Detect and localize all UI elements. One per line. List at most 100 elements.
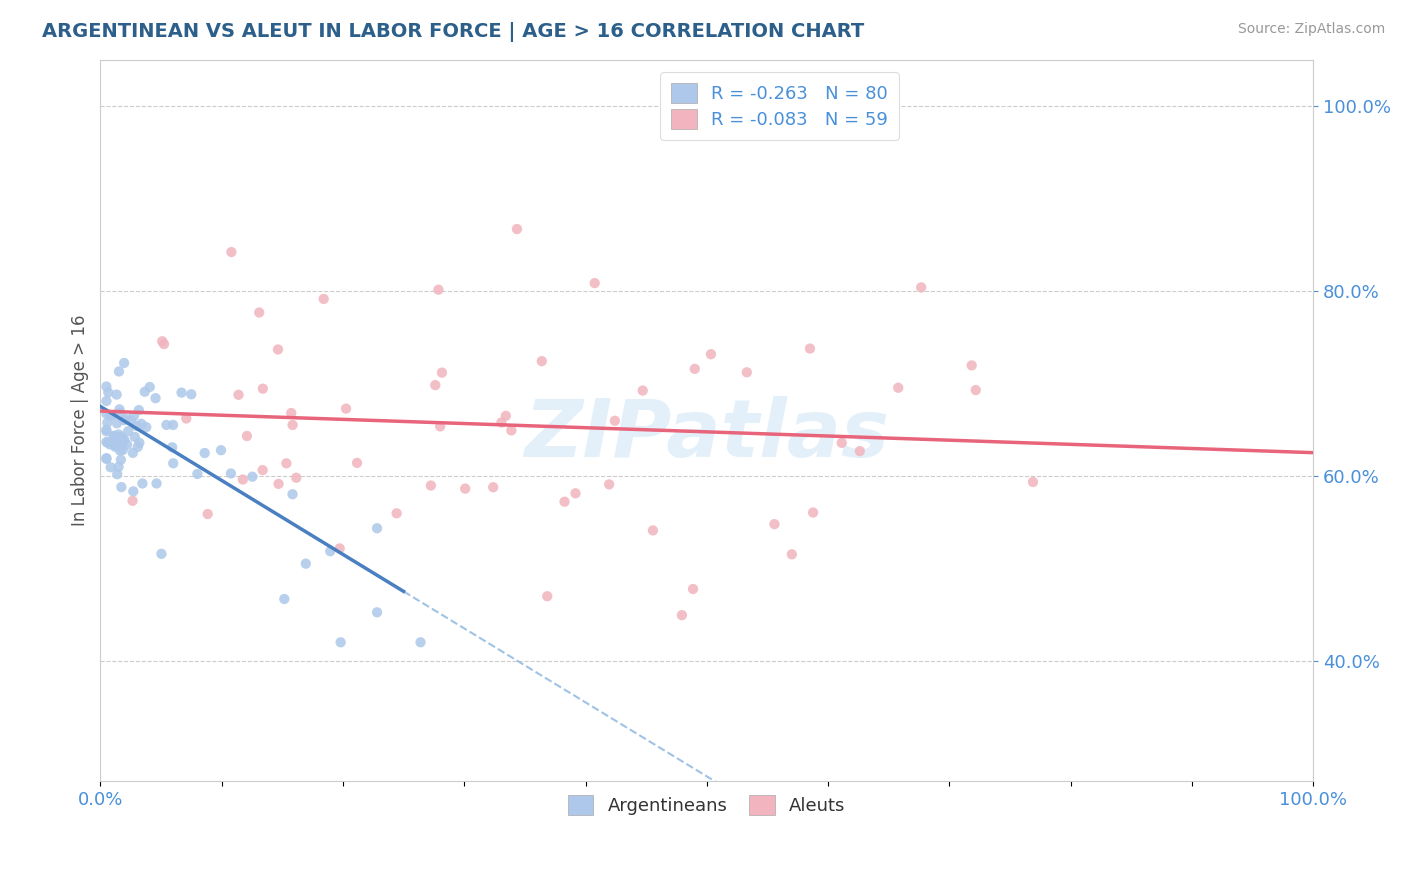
Point xyxy=(135,420,157,434)
Point xyxy=(506,222,529,236)
Point xyxy=(682,582,704,596)
Point xyxy=(108,443,131,458)
Point xyxy=(115,437,138,451)
Point xyxy=(117,424,139,438)
Point xyxy=(236,429,259,443)
Point xyxy=(150,334,173,349)
Point xyxy=(491,416,513,430)
Point xyxy=(134,384,156,399)
Point xyxy=(385,506,408,520)
Point xyxy=(801,506,824,520)
Point xyxy=(150,547,173,561)
Point xyxy=(108,406,131,420)
Point xyxy=(735,365,758,379)
Point xyxy=(114,433,136,447)
Point xyxy=(631,384,654,398)
Point xyxy=(194,446,217,460)
Point xyxy=(98,437,121,451)
Point xyxy=(103,429,125,443)
Point xyxy=(221,245,243,260)
Point xyxy=(110,430,132,444)
Point xyxy=(103,433,125,447)
Point xyxy=(831,435,853,450)
Point xyxy=(160,440,183,454)
Point xyxy=(598,477,620,491)
Point xyxy=(180,387,202,401)
Point xyxy=(145,476,167,491)
Point xyxy=(96,451,118,466)
Point xyxy=(1022,475,1045,489)
Point xyxy=(419,478,441,492)
Point xyxy=(104,438,127,452)
Point xyxy=(174,411,197,425)
Point xyxy=(115,412,138,426)
Point xyxy=(530,354,553,368)
Point xyxy=(96,394,118,409)
Point xyxy=(273,592,295,607)
Point xyxy=(162,417,184,432)
Point xyxy=(112,356,135,370)
Point xyxy=(96,379,118,393)
Point xyxy=(247,305,270,319)
Point xyxy=(495,409,517,423)
Point xyxy=(329,541,352,556)
Point xyxy=(281,417,304,432)
Point xyxy=(409,635,432,649)
Point xyxy=(186,467,208,481)
Point xyxy=(105,417,128,431)
Point xyxy=(131,476,153,491)
Point xyxy=(103,428,125,442)
Point xyxy=(128,435,150,450)
Point xyxy=(125,418,148,433)
Point xyxy=(103,435,125,450)
Point xyxy=(366,605,388,619)
Point xyxy=(335,401,357,416)
Point xyxy=(104,440,127,454)
Point xyxy=(101,409,124,423)
Point xyxy=(108,364,131,378)
Point xyxy=(112,413,135,427)
Point xyxy=(366,521,388,535)
Text: ARGENTINEAN VS ALEUT IN LABOR FORCE | AGE > 16 CORRELATION CHART: ARGENTINEAN VS ALEUT IN LABOR FORCE | AG… xyxy=(42,22,865,42)
Point xyxy=(96,407,118,421)
Point xyxy=(98,409,121,423)
Point xyxy=(105,387,128,401)
Point xyxy=(131,417,153,431)
Point xyxy=(232,473,254,487)
Point xyxy=(683,362,706,376)
Point xyxy=(280,406,302,420)
Point xyxy=(97,385,120,400)
Point xyxy=(124,430,146,444)
Point xyxy=(110,480,132,494)
Point xyxy=(763,517,786,532)
Point xyxy=(285,471,308,485)
Point xyxy=(536,589,558,603)
Point xyxy=(107,427,129,442)
Point xyxy=(170,385,193,400)
Point xyxy=(121,446,143,460)
Point xyxy=(228,388,250,402)
Point xyxy=(111,435,134,450)
Point xyxy=(110,452,132,467)
Point xyxy=(267,476,290,491)
Point xyxy=(111,442,134,457)
Point xyxy=(105,467,128,482)
Point xyxy=(100,460,122,475)
Point xyxy=(564,486,586,500)
Point xyxy=(96,423,118,437)
Point xyxy=(197,507,219,521)
Text: Source: ZipAtlas.com: Source: ZipAtlas.com xyxy=(1237,22,1385,37)
Point xyxy=(108,402,131,417)
Y-axis label: In Labor Force | Age > 16: In Labor Force | Age > 16 xyxy=(72,315,89,526)
Point xyxy=(252,463,274,477)
Point xyxy=(780,547,803,561)
Point xyxy=(799,342,821,356)
Point xyxy=(252,382,274,396)
Point xyxy=(96,416,118,430)
Point xyxy=(910,280,932,294)
Point xyxy=(295,557,318,571)
Point xyxy=(120,414,142,428)
Point xyxy=(425,378,447,392)
Point xyxy=(603,414,626,428)
Point xyxy=(281,487,304,501)
